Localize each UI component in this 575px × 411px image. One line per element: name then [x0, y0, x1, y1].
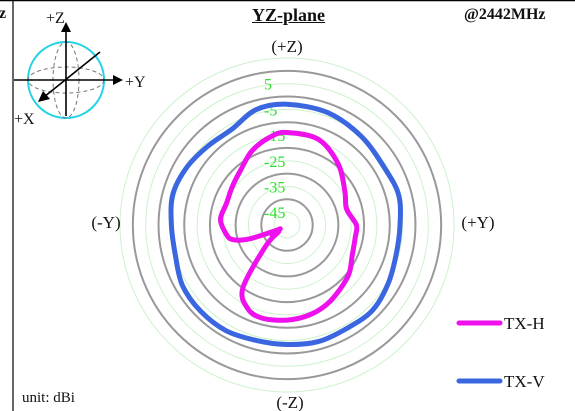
grid-ring-minor: [145, 83, 429, 367]
legend-label-tx-v: TX-V: [504, 372, 545, 391]
grid-ring-major: [208, 146, 366, 304]
y-arrowhead-icon: [113, 75, 123, 85]
direction-label-left: (-Y): [91, 213, 120, 232]
series-line-tx-h: [218, 129, 360, 323]
grid-ring-major: [183, 121, 391, 329]
axis-label-plus-x: +X: [14, 111, 35, 128]
axis-label-plus-y: +Y: [125, 74, 146, 91]
axis-label-plus-z: +Z: [46, 10, 65, 27]
grid-ring-minor: [222, 160, 352, 290]
grid-ring-minor: [119, 57, 455, 393]
radial-tick-label: -35: [264, 180, 285, 197]
z-arrowhead-icon: [61, 22, 71, 32]
radial-tick-label: 5: [264, 77, 272, 94]
axis-orientation-icon: +Z +Y +X: [14, 10, 146, 128]
radial-tick-label: -25: [264, 154, 285, 171]
radial-tick-label: -45: [264, 205, 285, 222]
polar-grid: [119, 57, 455, 393]
legend: TX-H TX-V: [456, 314, 545, 391]
grid-ring-minor: [273, 211, 301, 239]
grid-ring-major: [234, 172, 340, 278]
direction-labels: (+Z) (-Z) (-Y) (+Y): [91, 37, 494, 411]
grid-ring-major: [260, 198, 314, 252]
grid-ring-minor: [196, 134, 378, 316]
frequency-label: @2442MHz: [464, 6, 546, 23]
left-edge-fragment: z: [0, 5, 7, 22]
unit-label: unit: dBi: [22, 390, 75, 406]
grid-ring-minor: [247, 185, 327, 265]
x-arrowhead-icon: [38, 91, 50, 102]
chart-title: YZ-plane: [252, 5, 326, 25]
grid-ring-major: [157, 95, 417, 355]
grid-ring-major: [131, 69, 443, 381]
pattern-curves: [168, 101, 403, 348]
direction-label-bottom: (-Z): [276, 393, 303, 411]
series-line-tx-v: [168, 101, 403, 348]
direction-label-top: (+Z): [271, 37, 302, 56]
direction-label-right: (+Y): [461, 213, 494, 232]
x-axis-arrow-icon: [43, 51, 101, 98]
legend-label-tx-h: TX-H: [504, 314, 545, 333]
